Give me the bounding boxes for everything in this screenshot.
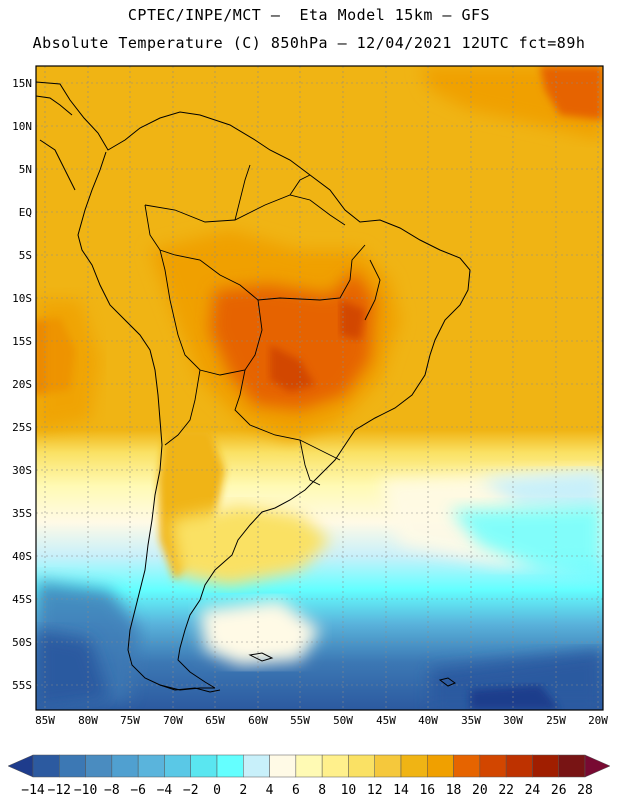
title-line-1: CPTEC/INPE/MCT – Eta Model 15km – GFS <box>127 6 491 24</box>
lon-label: 25W <box>546 714 566 727</box>
lon-label: 80W <box>78 714 98 727</box>
temperature-map: 15N 10N 5N EQ 5S 10S 15S 20S 25S 30S 35S… <box>12 65 608 727</box>
color-scale-swatch <box>216 754 244 778</box>
lon-label: 30W <box>503 714 523 727</box>
color-scale-swatch <box>137 754 165 778</box>
latitude-labels: 15N 10N 5N EQ 5S 10S 15S 20S 25S 30S 35S… <box>12 77 32 692</box>
lon-label: 85W <box>35 714 55 727</box>
color-scale-swatch <box>453 754 481 778</box>
color-scale-swatch <box>111 754 139 778</box>
color-scale-label: 26 <box>551 783 567 798</box>
lat-label: 45S <box>12 593 32 606</box>
longitude-labels: 85W 80W 75W 70W 65W 60W 55W 50W 45W 40W … <box>35 714 608 727</box>
color-scale-max-arrow <box>584 754 611 778</box>
lat-label: 40S <box>12 550 32 563</box>
color-scale-label: 20 <box>472 783 488 798</box>
lat-label: 35S <box>12 507 32 520</box>
color-scale-label: −2 <box>183 783 199 798</box>
lon-label: 50W <box>333 714 353 727</box>
color-scale-label: 16 <box>419 783 435 798</box>
color-scale-labels: −14 −12 −10 −8 −6 −4 −2 0 2 4 6 8 10 12 14 16 18 20 22 24 26… <box>21 783 593 798</box>
color-scale-swatch <box>374 754 402 778</box>
lat-label: 30S <box>12 464 32 477</box>
color-scale-swatches <box>7 754 611 778</box>
lon-label: 35W <box>461 714 481 727</box>
color-scale-label: −6 <box>130 783 146 798</box>
graticule <box>36 66 603 710</box>
lat-label: 10S <box>12 292 32 305</box>
color-scale-swatch <box>32 754 60 778</box>
color-scale-label: 12 <box>367 783 383 798</box>
color-scale-swatch <box>505 754 533 778</box>
color-scale-label: −14 <box>21 783 45 798</box>
lat-label: 15S <box>12 335 32 348</box>
color-scale-swatch <box>59 754 86 778</box>
color-scale-bar: −14 −12 −10 −8 −6 −4 −2 0 2 4 6 8 10 12 14 16 18 20 22 24 26… <box>7 754 611 798</box>
lon-label: 40W <box>418 714 438 727</box>
color-scale-label: 14 <box>393 783 409 798</box>
lat-label: 10N <box>12 120 32 133</box>
color-scale-label: 2 <box>239 783 247 798</box>
map-frame <box>35 65 604 711</box>
coastlines <box>36 81 471 691</box>
lon-label: 70W <box>163 714 183 727</box>
color-scale-label: 4 <box>266 783 274 798</box>
title-line-2: Absolute Temperature (C) 850hPa – 12/04/… <box>32 34 586 52</box>
color-scale-swatch <box>479 754 507 778</box>
lat-label: 5S <box>19 249 32 262</box>
color-scale-swatch <box>558 754 586 778</box>
color-scale-swatch <box>164 754 191 778</box>
color-scale-min-arrow <box>7 754 34 778</box>
color-scale-swatch <box>400 754 428 778</box>
lat-label: 50S <box>12 636 32 649</box>
borders <box>144 164 381 486</box>
color-scale-label: −12 <box>48 783 71 798</box>
lon-label: 55W <box>290 714 310 727</box>
lon-label: 65W <box>205 714 225 727</box>
color-scale-swatch <box>532 754 559 778</box>
color-scale-label: 10 <box>341 783 357 798</box>
color-scale-swatch <box>243 754 270 778</box>
color-scale-swatch <box>295 754 323 778</box>
color-scale-label: 24 <box>525 783 541 798</box>
lon-label: 45W <box>376 714 396 727</box>
lon-label: 60W <box>248 714 268 727</box>
color-scale-swatch <box>348 754 375 778</box>
lon-label: 75W <box>120 714 140 727</box>
color-scale-label: −10 <box>74 783 97 798</box>
color-scale-label: 28 <box>577 783 593 798</box>
color-scale-swatch <box>85 754 113 778</box>
color-scale-swatch <box>427 754 454 778</box>
lat-label: 5N <box>19 163 32 176</box>
lat-label: 15N <box>12 77 32 90</box>
color-scale-label: 8 <box>318 783 326 798</box>
lat-label: 25S <box>12 421 32 434</box>
color-scale-swatch <box>190 754 218 778</box>
lat-label: EQ <box>19 206 32 219</box>
islands <box>159 652 457 693</box>
color-scale-swatch <box>321 754 349 778</box>
lon-label: 20W <box>588 714 608 727</box>
color-scale-label: 22 <box>498 783 514 798</box>
color-scale-label: −8 <box>104 783 120 798</box>
color-scale-swatch <box>269 754 297 778</box>
lat-label: 20S <box>12 378 32 391</box>
lat-label: 55S <box>12 679 32 692</box>
color-scale-label: 0 <box>213 783 221 798</box>
temperature-field <box>36 66 603 710</box>
color-scale-label: 18 <box>446 783 462 798</box>
color-scale-label: −4 <box>157 783 173 798</box>
color-scale-label: 6 <box>292 783 300 798</box>
